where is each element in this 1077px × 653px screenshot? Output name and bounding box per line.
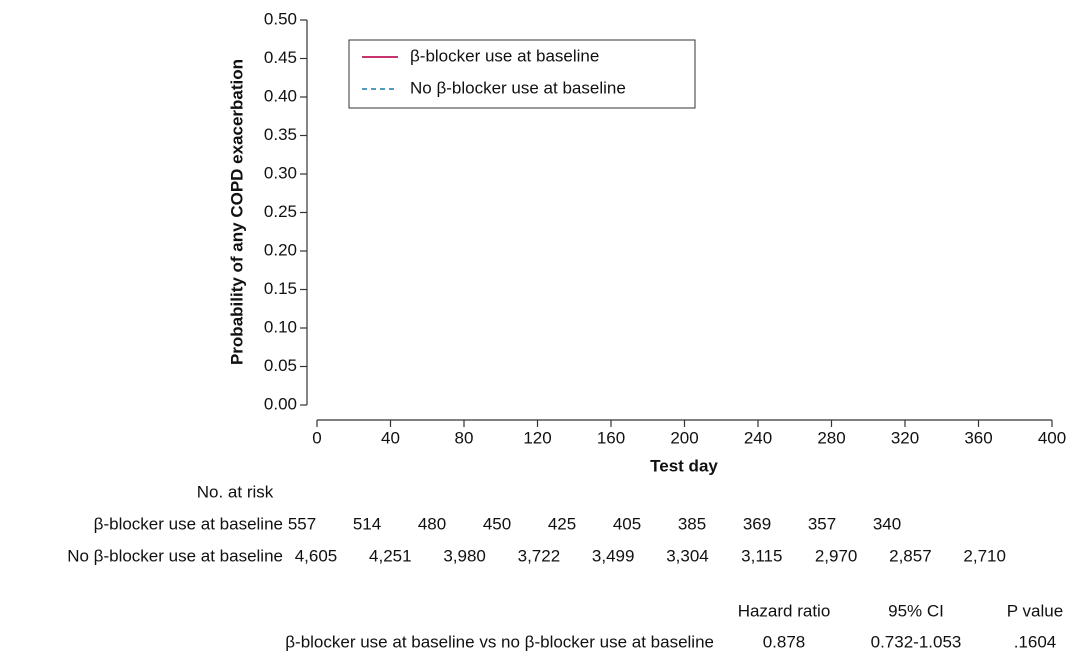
hazard-cell: 0.878 xyxy=(763,632,806,651)
risk-row-label: No β-blocker use at baseline xyxy=(67,546,283,565)
x-axis-label: Test day xyxy=(650,456,718,475)
x-tick-label: 120 xyxy=(523,428,551,447)
y-tick-label: 0.20 xyxy=(264,240,297,259)
y-tick-label: 0.45 xyxy=(264,48,297,67)
y-tick-label: 0.35 xyxy=(264,125,297,144)
y-tick-label: 0.05 xyxy=(264,356,297,375)
risk-cell: 3,499 xyxy=(592,546,635,565)
x-tick-label: 40 xyxy=(381,428,400,447)
y-tick-label: 0.30 xyxy=(264,163,297,182)
x-tick-label: 160 xyxy=(597,428,625,447)
y-tick-label: 0.15 xyxy=(264,279,297,298)
hazard-cell: 0.732-1.053 xyxy=(871,632,962,651)
y-tick-label: 0.40 xyxy=(264,86,297,105)
risk-cell: 3,115 xyxy=(741,546,782,565)
risk-cell: 405 xyxy=(613,514,641,533)
risk-table-title: No. at risk xyxy=(197,482,274,501)
legend-box xyxy=(348,39,696,109)
risk-cell: 2,857 xyxy=(889,546,932,565)
y-tick-label: 0.50 xyxy=(264,9,297,28)
risk-row-label: β-blocker use at baseline xyxy=(94,514,283,533)
x-tick-label: 280 xyxy=(817,428,845,447)
risk-cell: 340 xyxy=(873,514,901,533)
x-tick-label: 360 xyxy=(964,428,992,447)
risk-cell: 450 xyxy=(483,514,511,533)
risk-cell: 369 xyxy=(743,514,771,533)
legend-label: β-blocker use at baseline xyxy=(410,46,599,65)
risk-cell: 2,710 xyxy=(963,546,1006,565)
risk-cell: 4,605 xyxy=(295,546,338,565)
risk-cell: 357 xyxy=(808,514,836,533)
risk-cell: 385 xyxy=(678,514,706,533)
y-tick-label: 0.25 xyxy=(264,202,297,221)
x-tick-label: 0 xyxy=(312,428,321,447)
x-tick-label: 80 xyxy=(455,428,474,447)
y-tick-label: 0.00 xyxy=(264,394,297,413)
risk-cell: 3,980 xyxy=(443,546,486,565)
x-tick-label: 400 xyxy=(1038,428,1066,447)
risk-cell: 557 xyxy=(288,514,316,533)
risk-cell: 3,722 xyxy=(518,546,561,565)
hazard-cell: .1604 xyxy=(1014,632,1057,651)
y-tick-label: 0.10 xyxy=(264,317,297,336)
x-tick-label: 240 xyxy=(744,428,772,447)
risk-cell: 514 xyxy=(353,514,381,533)
risk-cell: 3,304 xyxy=(666,546,709,565)
y-axis-label: Probability of any COPD exacerbation xyxy=(227,59,246,365)
hazard-row-label: β-blocker use at baseline vs no β-blocke… xyxy=(285,632,714,651)
hazard-header: 95% CI xyxy=(888,601,944,620)
hazard-header: P value xyxy=(1007,601,1063,620)
x-tick-label: 200 xyxy=(670,428,698,447)
legend-label: No β-blocker use at baseline xyxy=(410,78,626,97)
risk-cell: 425 xyxy=(548,514,576,533)
risk-cell: 4,251 xyxy=(369,546,412,565)
risk-cell: 480 xyxy=(418,514,446,533)
hazard-header: Hazard ratio xyxy=(738,601,831,620)
risk-cell: 2,970 xyxy=(815,546,858,565)
x-tick-label: 320 xyxy=(891,428,919,447)
